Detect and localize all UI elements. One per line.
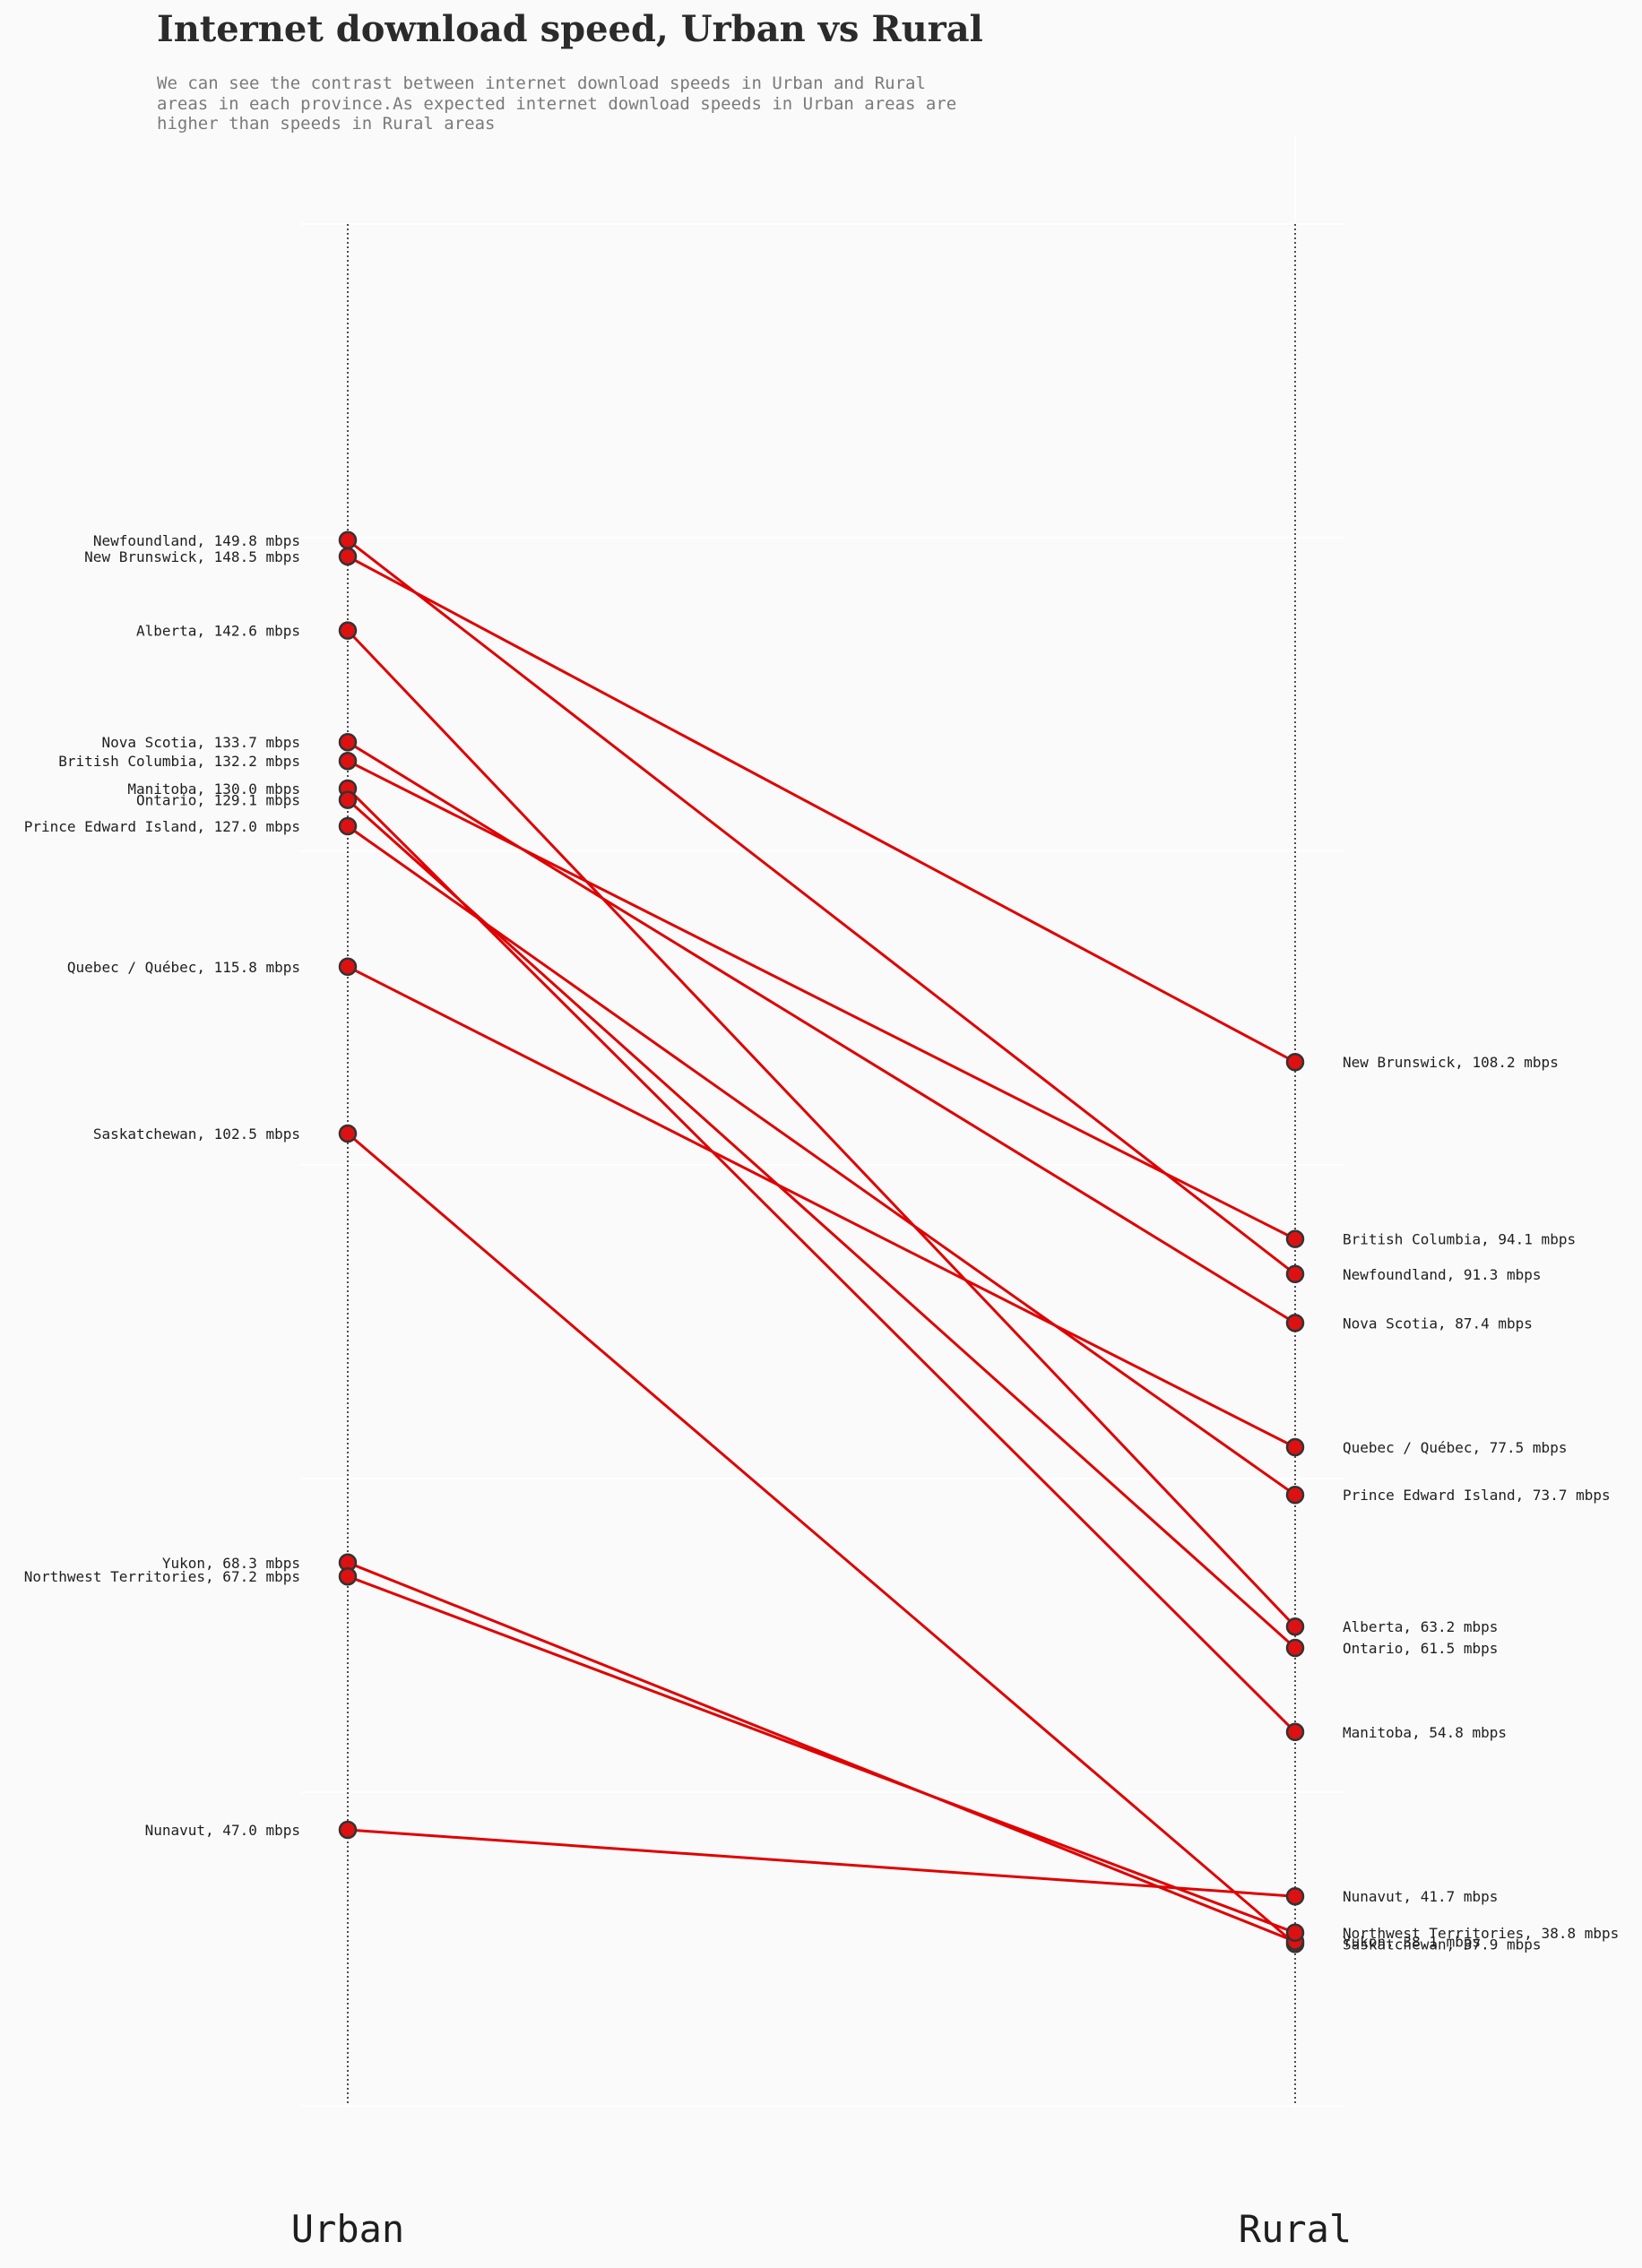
- rural-label-northwest-territories: Northwest Territories, 38.8 mbps: [1343, 1925, 1619, 1942]
- slope-line-prince-edward-island: [347, 824, 1296, 1496]
- urban-label-northwest-territories: Northwest Territories, 67.2 mbps: [24, 1568, 300, 1585]
- rural-point-ontario: [1285, 1638, 1305, 1658]
- chart-subtitle-line-1: We can see the contrast between internet…: [157, 73, 926, 93]
- urban-point-british-columbia: [338, 751, 358, 771]
- rural-point-manitoba: [1285, 1722, 1305, 1742]
- urban-point-nova-scotia: [338, 732, 358, 752]
- rural-label-ontario: Ontario, 61.5 mbps: [1343, 1640, 1498, 1657]
- urban-point-ontario: [338, 790, 358, 809]
- rural-point-new-brunswick: [1285, 1052, 1305, 1072]
- slope-line-british-columbia: [347, 759, 1296, 1240]
- rural-label-alberta: Alberta, 63.2 mbps: [1343, 1618, 1498, 1635]
- urban-point-new-brunswick: [338, 547, 358, 566]
- rural-label-nunavut: Nunavut, 41.7 mbps: [1343, 1888, 1498, 1905]
- rural-point-quebec-qu-bec: [1285, 1437, 1305, 1457]
- slope-line-nova-scotia: [347, 740, 1296, 1324]
- slope-line-ontario: [346, 798, 1297, 1650]
- urban-label-prince-edward-island: Prince Edward Island, 127.0 mbps: [24, 818, 300, 835]
- urban-point-quebec-qu-bec: [338, 957, 358, 977]
- slope-line-quebec-qu-bec: [347, 965, 1296, 1449]
- urban-label-nova-scotia: Nova Scotia, 133.7 mbps: [101, 734, 300, 751]
- rural-point-newfoundland: [1285, 1264, 1305, 1284]
- rural-point-british-columbia: [1285, 1229, 1305, 1248]
- urban-label-ontario: Ontario, 129.1 mbps: [136, 792, 300, 809]
- urban-point-northwest-territories: [338, 1566, 358, 1586]
- rural-point-northwest-territories: [1285, 1923, 1305, 1943]
- data-points: [338, 530, 1305, 1953]
- chart-subtitle-line-3: higher than speeds in Rural areas: [157, 114, 496, 134]
- slope-line-northwest-territories: [347, 1574, 1296, 1935]
- urban-point-nunavut: [338, 1820, 358, 1840]
- urban-point-prince-edward-island: [338, 816, 358, 836]
- rural-label-quebec-qu-bec: Quebec / Québec, 77.5 mbps: [1343, 1439, 1567, 1456]
- rural-point-nova-scotia: [1285, 1314, 1305, 1332]
- urban-label-alberta: Alberta, 142.6 mbps: [136, 623, 300, 640]
- rural-label-yukon: Yukon, 38.1 mbps: [1343, 1934, 1481, 1951]
- rural-point-alberta: [1285, 1617, 1305, 1636]
- urban-point-alberta: [338, 621, 358, 640]
- chart-title: Internet download speed, Urban vs Rural: [157, 8, 983, 50]
- rural-label-manitoba: Manitoba, 54.8 mbps: [1343, 1724, 1507, 1741]
- urban-label-nunavut: Nunavut, 47.0 mbps: [145, 1822, 300, 1839]
- chart-subtitle-line-2: areas in each province.As expected inter…: [157, 94, 956, 114]
- urban-label-british-columbia: British Columbia, 132.2 mbps: [58, 753, 300, 770]
- data-labels: Newfoundland, 149.8 mbps Newfoundland, 91…: [24, 532, 1620, 1953]
- rural-label-new-brunswick: New Brunswick, 108.2 mbps: [1343, 1054, 1559, 1071]
- urban-label-saskatchewan: Saskatchewan, 102.5 mbps: [93, 1125, 300, 1143]
- slope-line-yukon: [347, 1561, 1296, 1943]
- rural-label-saskatchewan: Saskatchewan, 37.9 mbps: [1343, 1936, 1542, 1953]
- slope-lines: [346, 539, 1297, 1945]
- gridlines: [300, 134, 1344, 2107]
- rural-label-british-columbia: British Columbia, 94.1 mbps: [1343, 1231, 1576, 1248]
- urban-label-yukon: Yukon, 68.3 mbps: [162, 1555, 300, 1572]
- urban-label-new-brunswick: New Brunswick, 148.5 mbps: [84, 548, 300, 565]
- urban-point-newfoundland: [338, 530, 358, 550]
- urban-label-manitoba: Manitoba, 130.0 mbps: [127, 780, 300, 798]
- slope-line-newfoundland: [347, 539, 1296, 1275]
- urban-point-saskatchewan: [338, 1124, 358, 1143]
- rural-label-nova-scotia: Nova Scotia, 87.4 mbps: [1343, 1315, 1533, 1332]
- urban-label-quebec-qu-bec: Quebec / Québec, 115.8 mbps: [67, 959, 300, 976]
- rural-point-prince-edward-island: [1285, 1485, 1305, 1505]
- rural-label-newfoundland: Newfoundland, 91.3 mbps: [1343, 1266, 1542, 1283]
- slope-line-alberta: [346, 629, 1297, 1628]
- rural-label-prince-edward-island: Prince Edward Island, 73.7 mbps: [1343, 1487, 1611, 1504]
- rural-axis-label: Rural: [1239, 2207, 1352, 2251]
- slope-line-manitoba: [346, 787, 1297, 1733]
- slope-line-new-brunswick: [347, 555, 1296, 1064]
- rural-point-nunavut: [1285, 1886, 1305, 1906]
- urban-axis-label: Urban: [291, 2207, 404, 2251]
- slope-line-saskatchewan: [347, 1132, 1296, 1945]
- slope-line-nunavut: [347, 1828, 1296, 1898]
- urban-label-newfoundland: Newfoundland, 149.8 mbps: [93, 532, 300, 549]
